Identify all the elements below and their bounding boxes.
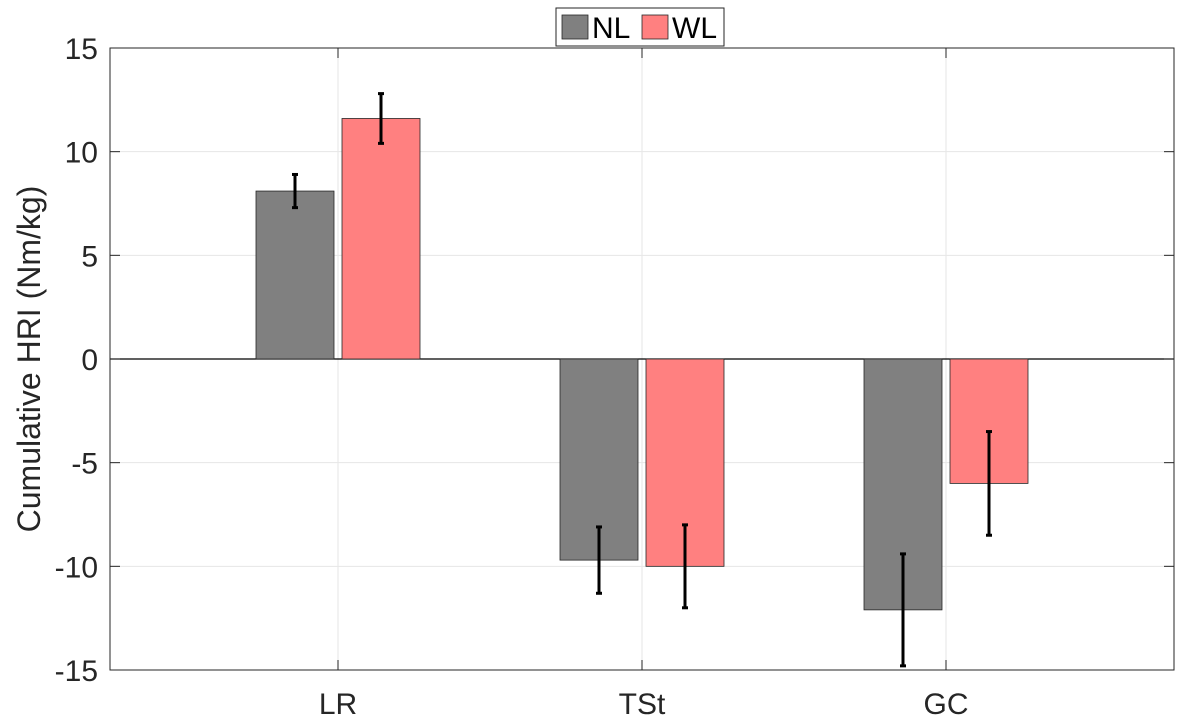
bar-nl-lr: [255, 190, 335, 360]
y-tick-label: 15: [65, 33, 98, 66]
bars: [255, 118, 1029, 611]
y-tick-label: 5: [81, 240, 98, 273]
bar-wl-lr: [341, 118, 421, 360]
y-tick-label: 0: [81, 344, 98, 377]
legend-label-wl: WL: [672, 12, 717, 45]
y-axis-ticks: 15 10 5 0 -5 -10 -15: [55, 33, 1174, 688]
error-bar-nl-lr: [292, 172, 298, 210]
x-tick-label: GC: [924, 688, 969, 720]
y-tick-label: 10: [65, 137, 98, 170]
x-axis-ticks: LR TSt GC: [319, 48, 969, 720]
y-axis-label: Cumulative HRI (Nm/kg): [11, 186, 47, 533]
error-bars: [292, 92, 992, 668]
legend: NL WL: [555, 7, 725, 47]
error-bar-nl-gc: [900, 552, 906, 668]
legend-label-nl: NL: [592, 12, 630, 45]
error-bar-wl-lr: [378, 92, 384, 145]
legend-swatch-wl: [641, 14, 669, 40]
x-tick-label: LR: [319, 688, 357, 720]
error-bar-nl-tst: [596, 525, 602, 595]
y-tick-label: -5: [71, 448, 98, 481]
error-bar-wl-gc: [986, 430, 992, 537]
legend-swatch-nl: [561, 14, 589, 40]
y-tick-label: -15: [55, 655, 98, 688]
y-tick-label: -10: [55, 551, 98, 584]
error-bar-wl-tst: [682, 523, 688, 610]
x-tick-label: TSt: [619, 688, 666, 720]
